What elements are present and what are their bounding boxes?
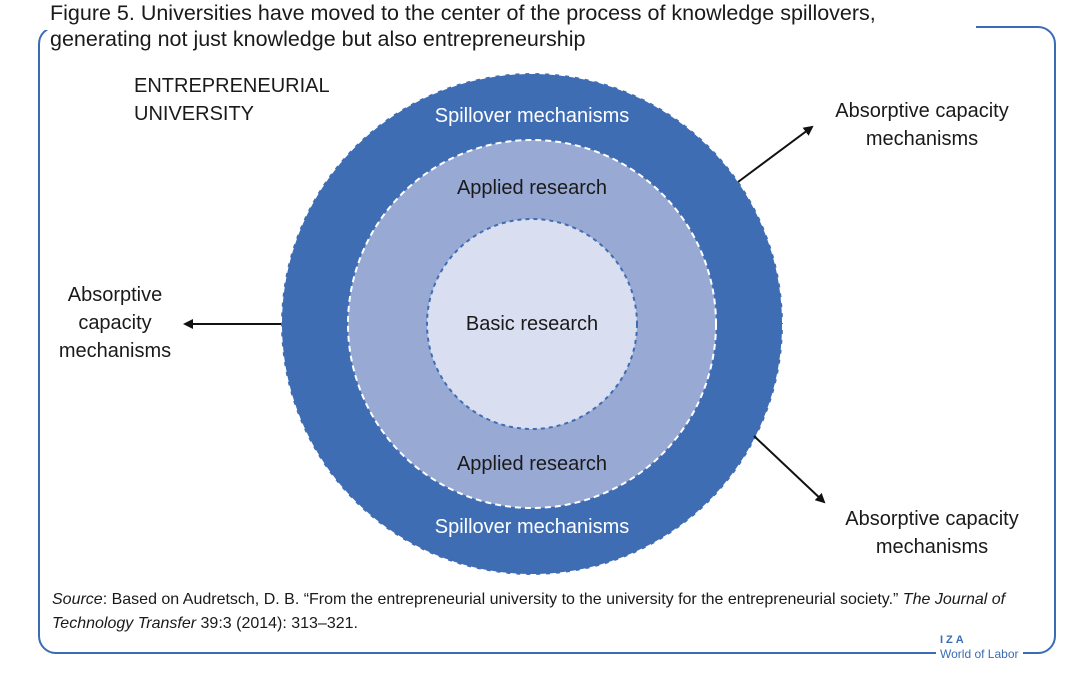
corner-label-line-2: UNIVERSITY xyxy=(134,103,255,125)
arrow-bottom-right xyxy=(753,435,826,504)
core-basic-research xyxy=(426,218,638,430)
applied-research-bottom: Applied research xyxy=(456,453,608,475)
absorptive-left-line-2: capacity xyxy=(78,312,152,334)
iza-world-of-labor-logo: IZA World of Labor xyxy=(936,634,1023,661)
absorptive-top-right-line-1: Absorptive capacity xyxy=(835,100,1009,122)
source-text-after: 39:3 (2014): 313–321. xyxy=(196,615,358,632)
figure-title: Figure 5. Universities have moved to the… xyxy=(50,0,884,52)
figure-title-line-1: Figure 5. Universities have moved to the… xyxy=(50,1,876,25)
applied-research-top: Applied research xyxy=(456,177,608,199)
source-label: Source xyxy=(52,591,103,608)
absorptive-left-line-3: mechanisms xyxy=(58,340,172,362)
source-text-before: : Based on Audretsch, D. B. “From the en… xyxy=(102,591,903,608)
source-citation: Source: Based on Audretsch, D. B. “From … xyxy=(52,588,1012,636)
absorptive-bottom-right-line-2: mechanisms xyxy=(875,536,989,558)
basic-research-label: Basic research xyxy=(465,313,599,335)
absorptive-capacity-bottom-right: Absorptive capacity mechanisms xyxy=(812,505,1052,561)
iza-logo-top: IZA xyxy=(940,634,967,646)
iza-logo-bottom: World of Labor xyxy=(940,647,1019,661)
absorptive-capacity-top-right: Absorptive capacity mechanisms xyxy=(800,97,1044,153)
entrepreneurial-university-label: ENTREPRENEURIAL UNIVERSITY xyxy=(134,72,330,128)
spillover-mechanisms-top: Spillover mechanisms xyxy=(434,105,630,127)
corner-label-line-1: ENTREPRENEURIAL xyxy=(134,75,330,97)
source-journal: The Journal of Technology Transfer xyxy=(52,591,1006,632)
absorptive-left-line-1: Absorptive xyxy=(67,284,163,306)
spillover-mechanisms-bottom: Spillover mechanisms xyxy=(434,516,630,538)
figure-title-line-2: generating not just knowledge but also e… xyxy=(50,27,586,51)
absorptive-capacity-left: Absorptive capacity mechanisms xyxy=(40,281,190,365)
absorptive-top-right-line-2: mechanisms xyxy=(865,128,979,150)
arrow-top-right xyxy=(737,125,814,183)
absorptive-bottom-right-line-1: Absorptive capacity xyxy=(845,508,1019,530)
